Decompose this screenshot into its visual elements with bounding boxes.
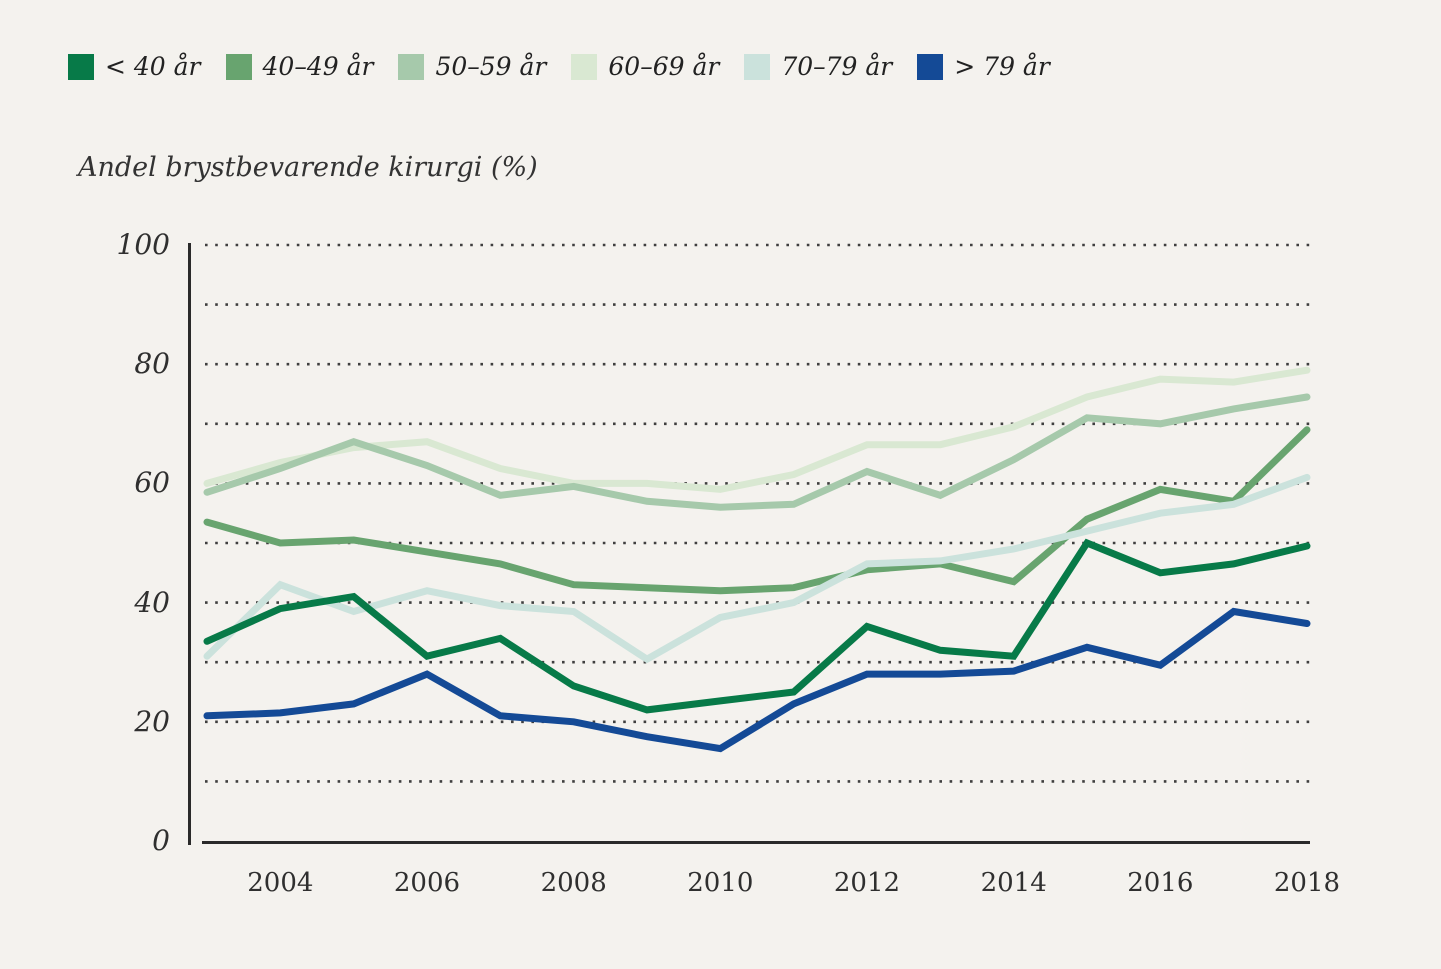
legend-item: 70–79 år	[744, 54, 892, 80]
x-tick-label: 2014	[980, 868, 1047, 898]
legend-item: > 79 år	[917, 54, 1050, 80]
gridlines-group	[205, 243, 1310, 783]
legend-label: 50–59 år	[435, 52, 547, 81]
x-tick-label: 2006	[393, 868, 461, 898]
line-series-3	[203, 366, 1311, 493]
line-series-2	[203, 393, 1311, 511]
x-tick-label: 2016	[1127, 868, 1194, 898]
x-tick-label: 2012	[833, 868, 901, 898]
line-series-1	[203, 426, 1311, 595]
y-tick-label: 40	[134, 585, 170, 619]
line-series-4	[203, 473, 1311, 664]
legend-swatch-icon	[68, 54, 94, 80]
legend-item: 40–49 år	[225, 52, 374, 81]
y-tick-label: 60	[134, 466, 170, 500]
x-tick-label: 2018	[1273, 868, 1341, 898]
y-tick-label: 100	[116, 228, 170, 261]
legend-swatch-icon	[225, 54, 252, 80]
legend-item: 50–59 år	[398, 54, 546, 80]
legend-item: < 40 år	[68, 54, 201, 80]
legend-label: 40–49 år	[262, 52, 374, 81]
y-tick-label: 80	[134, 347, 170, 381]
line-series-5	[203, 607, 1311, 753]
x-tick-label: 2010	[687, 868, 754, 898]
chart-title: Andel brystbevarende kirurgi (%)	[78, 152, 538, 183]
axes-group	[188, 243, 1310, 845]
series-group	[203, 366, 1311, 753]
x-tick-label: 2004	[247, 868, 314, 898]
line-series-0	[203, 538, 1311, 714]
legend-swatch-icon	[571, 54, 598, 80]
y-tick-label: 20	[134, 704, 170, 738]
legend-label: 70–79 år	[781, 52, 893, 81]
legend-label: 60–69 år	[608, 52, 720, 81]
legend-item: 60–69 år	[571, 54, 719, 80]
legend-swatch-icon	[398, 54, 425, 80]
legend: < 40 år 40–49 år 50–59 år 60–69 år 70–79 år >…	[68, 54, 1050, 80]
legend-label: < 40 år	[105, 52, 201, 81]
legend-label: > 79 år	[954, 52, 1050, 81]
x-tick-label: 2008	[540, 868, 607, 898]
legend-swatch-icon	[917, 54, 944, 80]
y-tick-label: 0	[152, 824, 170, 857]
legend-swatch-icon	[744, 54, 771, 80]
